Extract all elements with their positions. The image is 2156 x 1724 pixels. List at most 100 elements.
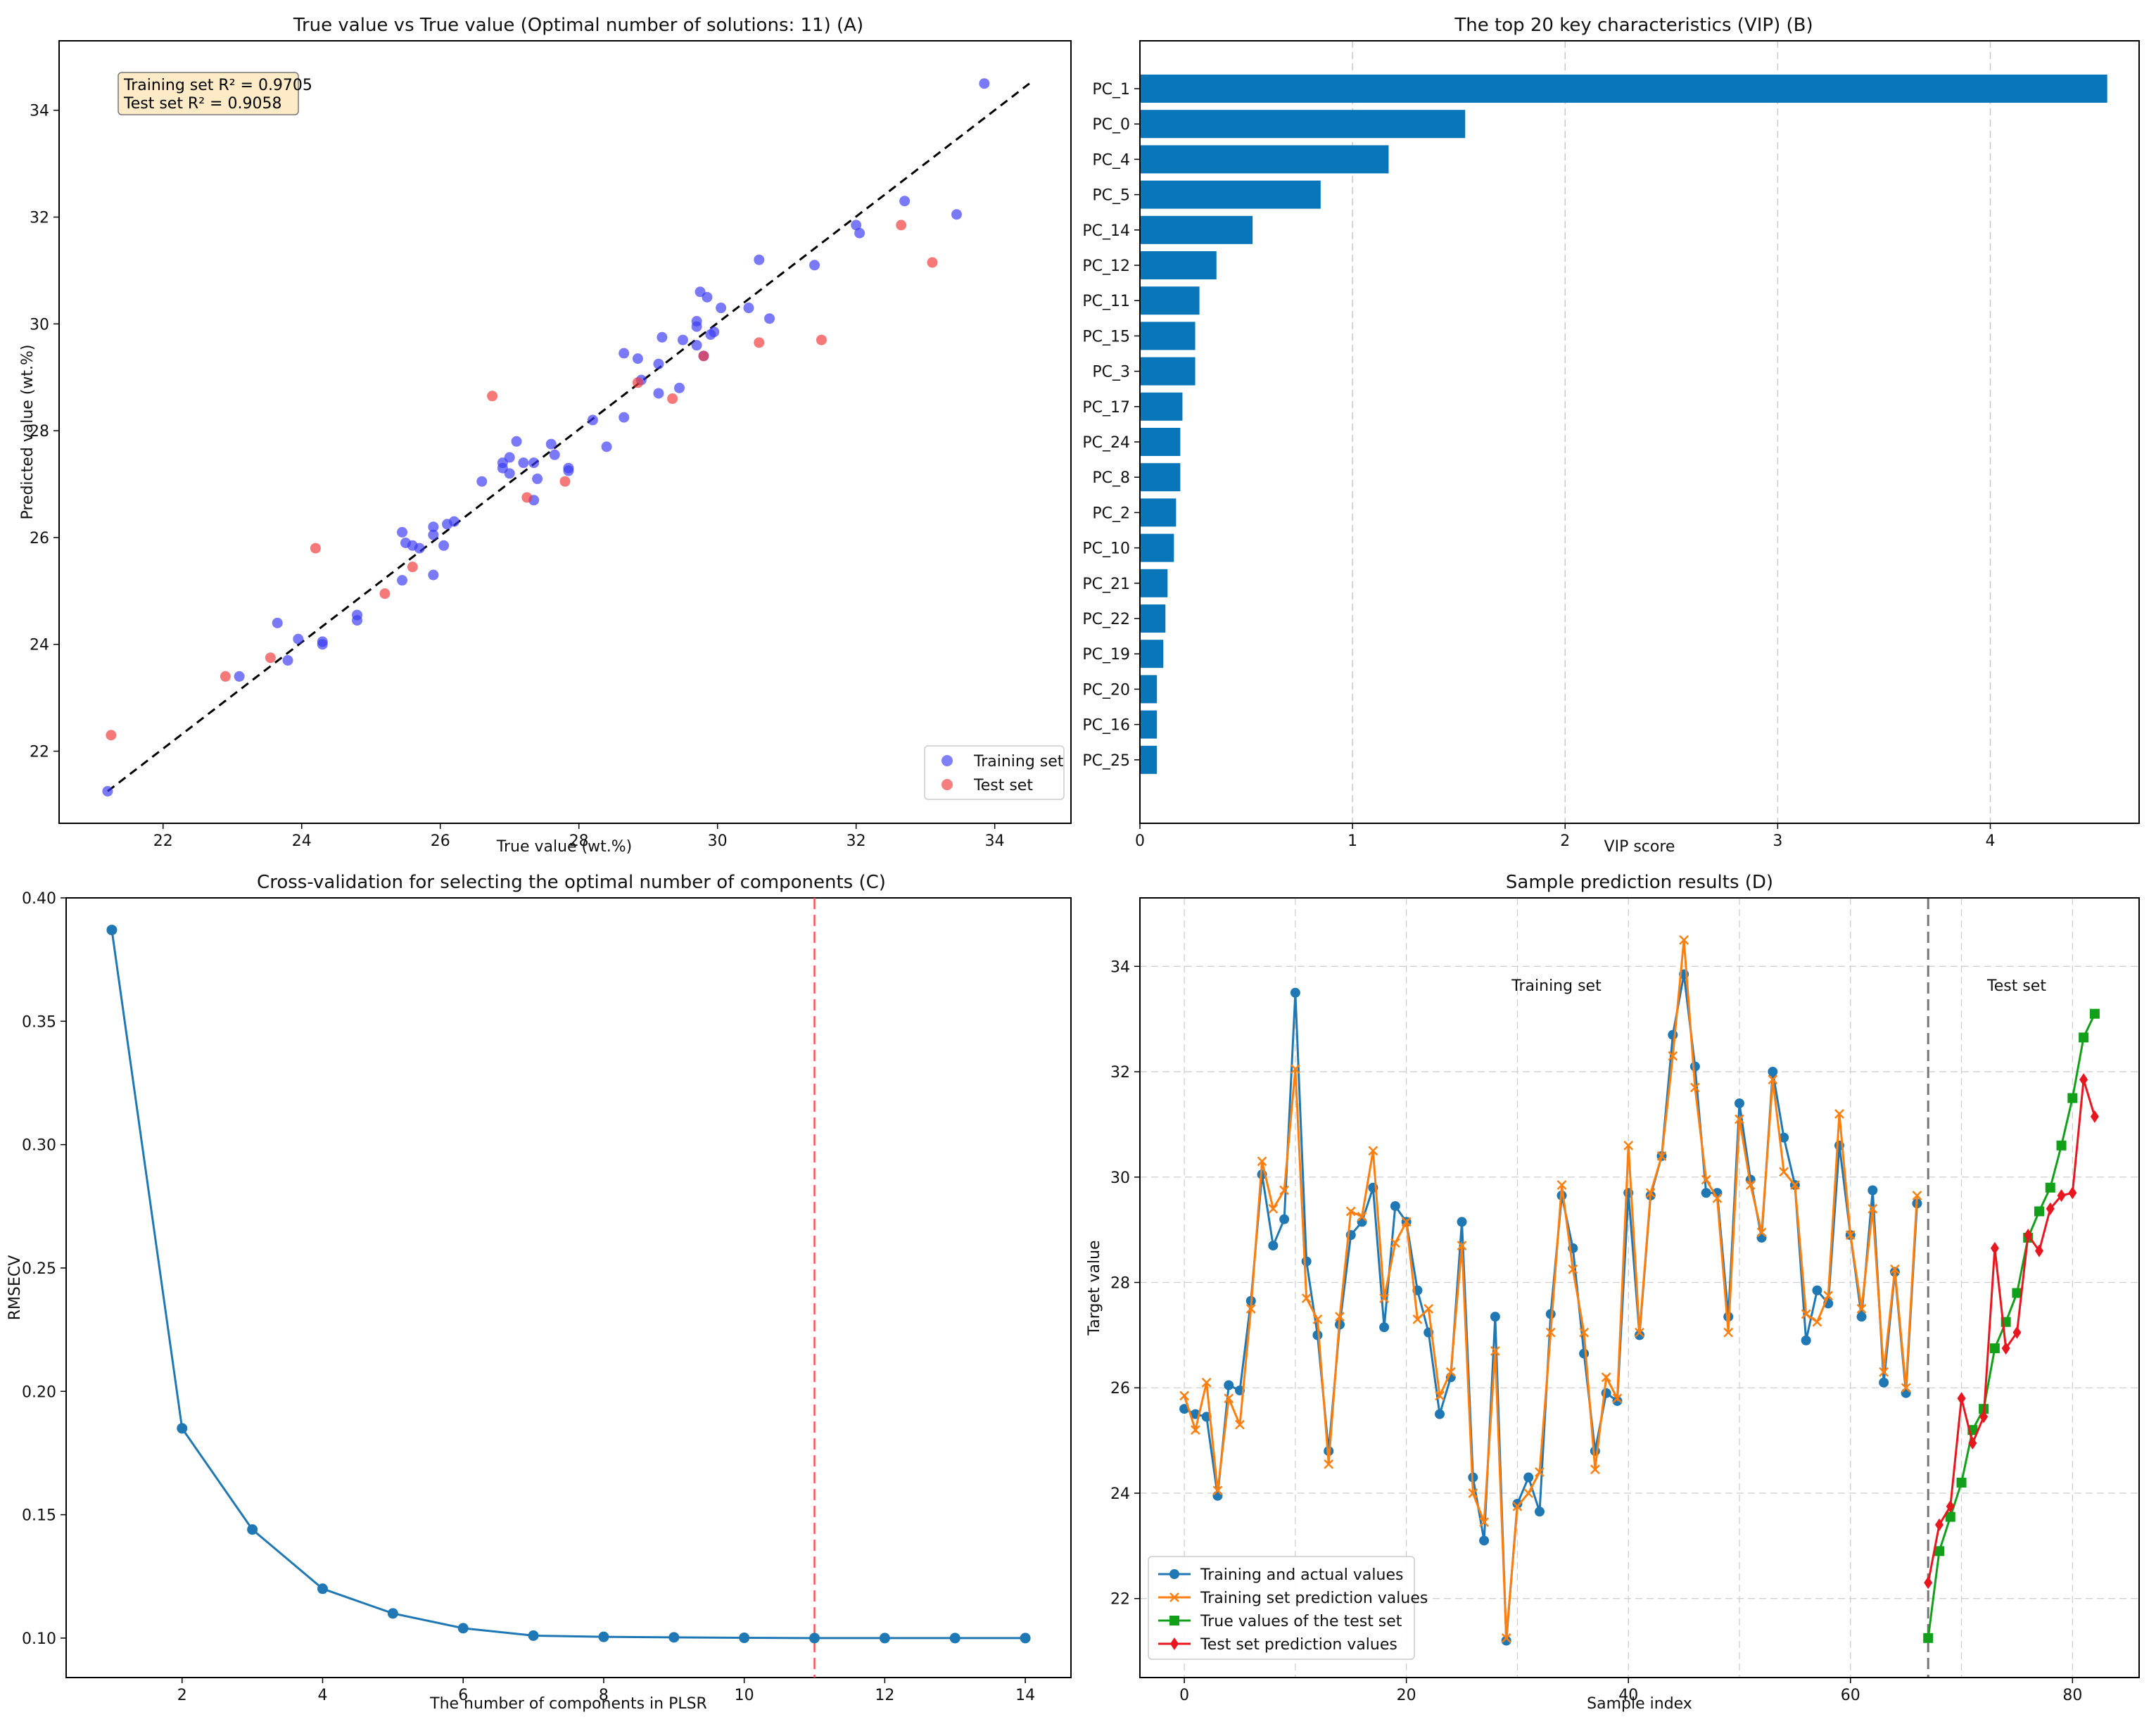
- rmsecv-point: [809, 1633, 820, 1644]
- panel-b: The top 20 key characteristics (VIP) (B)…: [1082, 15, 2140, 856]
- test-prediction-point: [2012, 1326, 2022, 1339]
- panel-b-xtick-label: 0: [1135, 832, 1145, 850]
- training-prediction-point: [1645, 1188, 1656, 1198]
- training-prediction-point: [1235, 1419, 1245, 1430]
- training-prediction-point: [1901, 1383, 1911, 1393]
- legend-test-true-label: True values of the test set: [1200, 1613, 1402, 1630]
- vip-bar: [1140, 640, 1164, 668]
- training-point: [691, 315, 702, 327]
- vip-bar: [1140, 286, 1200, 315]
- legend-training-set-label: Training set: [973, 753, 1064, 771]
- test-point: [667, 393, 678, 405]
- rmsecv-point: [879, 1633, 890, 1644]
- panel-a-ytick-label: 28: [30, 423, 49, 440]
- training-point: [317, 639, 328, 650]
- panel-d-xlabel: Sample index: [1587, 1695, 1692, 1713]
- training-prediction-point-stroke: [1490, 1345, 1500, 1356]
- panel-c-points: [106, 925, 1031, 1644]
- stats-box-test-r2: Test set R² = 0.9058: [123, 95, 281, 113]
- training-point: [428, 529, 439, 540]
- training-prediction-point-stroke: [1656, 1151, 1667, 1161]
- test-prediction-point: [2090, 1110, 2099, 1123]
- test-prediction-point: [1990, 1241, 1999, 1255]
- test-prediction-point: [2024, 1229, 2033, 1242]
- test-true-point: [1956, 1478, 1967, 1488]
- training-point: [428, 569, 439, 581]
- training-point: [528, 457, 540, 469]
- rmsecv-point: [106, 925, 118, 936]
- training-prediction-point-stroke: [1834, 1109, 1844, 1119]
- training-prediction-point-stroke: [1912, 1191, 1922, 1200]
- training-prediction-point-stroke: [1535, 1467, 1545, 1477]
- training-prediction-point: [1756, 1227, 1767, 1238]
- training-prediction-point-stroke: [1901, 1383, 1911, 1393]
- test-point: [816, 334, 827, 346]
- training-prediction-point: [1291, 1064, 1300, 1075]
- panel-b-category-label: PC_8: [1092, 469, 1130, 487]
- training-prediction-point-stroke: [1590, 1464, 1600, 1475]
- panel-c-rmsecv-line: [110, 930, 1026, 1640]
- panel-c-ytick-label: 0.35: [22, 1013, 56, 1031]
- training-prediction-point-stroke: [1179, 1390, 1189, 1401]
- training-actual-point: [1290, 987, 1300, 998]
- training-point: [851, 220, 862, 231]
- panel-d-xtick-label: 80: [2062, 1687, 2082, 1704]
- training-prediction-point: [1712, 1193, 1723, 1203]
- training-prediction-point: [1345, 1206, 1356, 1217]
- panel-a-title: True value vs True value (Optimal number…: [293, 15, 863, 36]
- training-point: [587, 414, 598, 426]
- training-prediction-point: [1457, 1241, 1467, 1250]
- training-prediction-point: [1723, 1327, 1734, 1338]
- training-point: [282, 654, 293, 666]
- test-true-point: [2045, 1182, 2055, 1193]
- training-actual-point: [1535, 1507, 1545, 1517]
- panel-c-xtick-label: 10: [735, 1687, 754, 1704]
- training-point: [448, 516, 459, 527]
- training-actual-point: [1701, 1188, 1711, 1198]
- training-prediction-point-stroke: [1279, 1185, 1289, 1196]
- panel-a-xtick-label: 26: [431, 832, 450, 850]
- legend-training-prediction-label: Training set prediction values: [1200, 1590, 1428, 1607]
- panel-d-ytick-label: 30: [1110, 1170, 1130, 1187]
- training-actual-point: [1779, 1132, 1789, 1143]
- training-prediction-point: [1245, 1304, 1256, 1314]
- training-prediction-point-stroke: [1868, 1203, 1878, 1214]
- panel-a-xtick-label: 24: [292, 832, 312, 850]
- panel-a-ytick-label: 24: [30, 637, 49, 654]
- panel-a-stats-box: Training set R² = 0.9705 Test set R² = 0…: [118, 72, 312, 115]
- training-actual-point: [1856, 1312, 1867, 1322]
- training-point: [272, 617, 283, 628]
- panel-a-ytick-label: 34: [30, 103, 49, 120]
- panel-c-ytick-label: 0.20: [22, 1383, 56, 1401]
- training-prediction-point: [1401, 1217, 1412, 1227]
- vip-bar: [1140, 569, 1168, 597]
- test-prediction-point: [2079, 1073, 2088, 1086]
- training-prediction-point-stroke: [1823, 1291, 1834, 1301]
- panel-d-xtick-label: 20: [1397, 1687, 1416, 1704]
- test-prediction-point: [1935, 1518, 1943, 1531]
- training-actual-point: [1379, 1322, 1390, 1333]
- panel-d-training-region-label: Training set: [1511, 977, 1602, 995]
- legend-training-set-marker: [941, 755, 953, 766]
- training-prediction-point-stroke: [1556, 1180, 1567, 1190]
- training-prediction-point: [1623, 1140, 1634, 1151]
- training-point: [854, 227, 865, 239]
- panel-c-xtick-label: 6: [458, 1687, 468, 1704]
- training-point: [619, 348, 630, 359]
- training-point: [674, 382, 685, 393]
- test-true-point: [2079, 1032, 2089, 1043]
- panel-c-xtick-label: 14: [1015, 1687, 1035, 1704]
- training-prediction-point: [1479, 1517, 1489, 1528]
- training-point: [476, 476, 488, 487]
- panel-b-xtick-label: 2: [1560, 832, 1570, 850]
- training-point: [764, 313, 775, 324]
- test-point: [521, 492, 533, 503]
- test-prediction-point: [2001, 1342, 2010, 1355]
- rmsecv-point: [949, 1633, 960, 1644]
- test-point: [896, 220, 907, 231]
- training-prediction-point: [1445, 1367, 1456, 1377]
- training-point: [619, 412, 630, 423]
- training-point: [352, 609, 363, 621]
